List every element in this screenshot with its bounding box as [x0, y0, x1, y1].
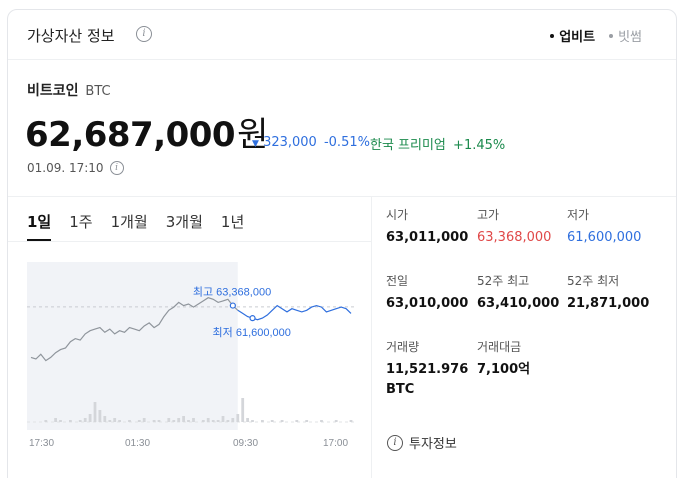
- volume-bar: [78, 420, 82, 422]
- low-marker: [249, 315, 256, 322]
- invest-info-label: 투자정보: [409, 437, 457, 452]
- change-percent: -0.51%: [323, 135, 370, 150]
- stat-low: 저가 61,600,000: [567, 208, 642, 245]
- high-label: 최고 63,368,000: [193, 286, 271, 299]
- chart-shade: [27, 262, 238, 430]
- range-tabs: 1일 1주 1개월 3개월 1년: [27, 211, 244, 241]
- volume-bar: [211, 420, 215, 422]
- volume-bar: [88, 414, 92, 422]
- range-tab-1w[interactable]: 1주: [69, 213, 93, 231]
- info-icon[interactable]: i: [136, 26, 152, 42]
- price-chart[interactable]: 최고 63,368,000 최저 61,600,000 17:30 01:30 …: [27, 262, 357, 450]
- volume-bars: [44, 398, 353, 422]
- volume-bar: [280, 420, 284, 422]
- volume-bar: [69, 420, 72, 422]
- volume-bar: [192, 418, 195, 422]
- dot-icon: [550, 33, 555, 38]
- stat-trade-value: 거래대금 7,100억: [477, 340, 531, 377]
- volume-bar: [142, 418, 146, 422]
- volume-bar: [261, 420, 264, 422]
- volume-bar: [157, 420, 161, 422]
- x-tick-label: 01:30: [125, 438, 150, 449]
- volume-bar: [270, 420, 274, 422]
- premium-label: 한국 프리미엄: [370, 138, 446, 153]
- tabs-divider: [8, 241, 371, 242]
- stat-volume: 거래량 11,521.976 BTC: [386, 340, 469, 397]
- card-title: 가상자산 정보: [27, 27, 115, 45]
- price-line: [30, 297, 239, 362]
- volume-bar: [201, 420, 205, 422]
- volume-bar: [83, 418, 87, 422]
- volume-bar: [236, 414, 240, 422]
- low-label: 최저 61,600,000: [213, 326, 291, 339]
- volume-bar: [152, 420, 156, 422]
- volume-bar: [226, 420, 230, 422]
- exchange-tab-upbit[interactable]: 업비트: [550, 26, 595, 45]
- price-line-recent: [237, 304, 352, 321]
- volume-bar: [93, 402, 97, 422]
- premium-value: +1.45%: [453, 138, 506, 153]
- volume-bar: [167, 418, 171, 422]
- section-divider: [8, 196, 676, 197]
- card-header: 가상자산 정보 i 업비트 빗썸: [8, 10, 676, 60]
- info-icon: i: [387, 434, 403, 451]
- column-divider: [371, 196, 372, 478]
- x-tick-label: 17:00: [323, 438, 348, 449]
- x-tick-label: 17:30: [29, 438, 54, 449]
- volume-bar: [320, 420, 323, 422]
- exchange-tab-bithumb[interactable]: 빗썸: [609, 26, 642, 45]
- volume-bar: [59, 420, 62, 422]
- volume-bar: [231, 418, 235, 422]
- volume-bar: [334, 420, 338, 422]
- volume-bar: [187, 420, 190, 422]
- range-tab-1d[interactable]: 1일: [27, 211, 52, 241]
- volume-bar: [44, 420, 48, 422]
- volume-bar: [295, 420, 299, 422]
- range-tab-1m[interactable]: 1개월: [110, 213, 148, 231]
- volume-bar: [241, 398, 245, 422]
- price-timestamp: 01.09. 17:10 i: [27, 161, 124, 175]
- info-icon[interactable]: i: [109, 161, 124, 175]
- exchange-tabs: 업비트 빗썸: [550, 26, 642, 45]
- range-tab-3m[interactable]: 3개월: [165, 213, 203, 231]
- x-tick-label: 09:30: [233, 438, 258, 449]
- volume-bar: [216, 420, 220, 422]
- crypto-info-card: 가상자산 정보 i 업비트 빗썸 비트코인 BTC 62,687,000원 ▼ …: [7, 9, 677, 478]
- down-arrow-icon: ▼: [252, 139, 259, 149]
- volume-bar: [349, 420, 353, 422]
- korea-premium: 한국 프리미엄 +1.45%: [370, 134, 505, 153]
- volume-bar: [246, 418, 249, 422]
- stat-open: 시가 63,011,000: [386, 208, 469, 245]
- volume-bar: [113, 418, 117, 422]
- stat-prev-close: 전일 63,010,000: [386, 274, 469, 311]
- dot-icon: [609, 33, 614, 38]
- invest-info-link[interactable]: i 투자정보: [387, 433, 457, 452]
- price-change: ▼ 323,000 -0.51%: [252, 135, 370, 150]
- volume-bar: [54, 418, 57, 422]
- stat-high: 고가 63,368,000: [477, 208, 552, 245]
- volume-bar: [305, 420, 309, 422]
- high-marker: [229, 302, 236, 309]
- volume-bar: [137, 420, 141, 422]
- volume-bar: [103, 416, 107, 422]
- volume-bar: [128, 420, 131, 422]
- volume-bar: [172, 420, 176, 422]
- stat-52w-low: 52주 최저 21,871,000: [567, 274, 650, 311]
- current-price: 62,687,000원: [25, 115, 268, 155]
- change-amount: 323,000: [263, 135, 317, 150]
- price-unit: 원: [237, 115, 268, 155]
- volume-bar: [98, 410, 102, 422]
- coin-name: 비트코인 BTC: [27, 83, 111, 99]
- volume-bar: [251, 420, 254, 422]
- volume-bar: [118, 420, 121, 422]
- range-tab-1y[interactable]: 1년: [220, 213, 245, 231]
- stat-52w-high: 52주 최고 63,410,000: [477, 274, 560, 311]
- volume-bar: [182, 416, 185, 422]
- volume-bar: [206, 418, 210, 422]
- volume-bar: [177, 418, 181, 422]
- volume-bar: [108, 420, 112, 422]
- volume-bar: [221, 416, 225, 422]
- coin-ticker: BTC: [85, 84, 111, 99]
